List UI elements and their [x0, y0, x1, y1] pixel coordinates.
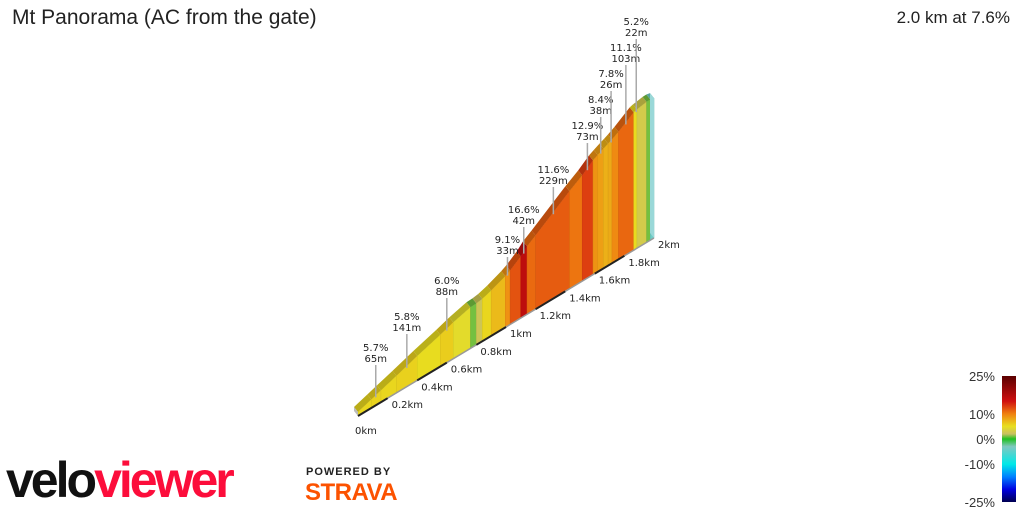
segment-top-face — [478, 285, 492, 299]
segment-annotations: 5.7%65m 5.8%141m 6.0%88m 9.1%33m 16.6%42m 11.… — [363, 17, 649, 398]
segment-face — [476, 298, 483, 346]
segment-face — [603, 143, 609, 269]
annotation-length: 22m — [625, 28, 647, 39]
segment-top-face — [413, 329, 441, 356]
segment-top-face — [589, 149, 598, 161]
x-tick-label: 1km — [510, 329, 532, 340]
x-tick-label: 0.4km — [421, 382, 452, 393]
legend-label: 25% — [969, 369, 995, 384]
legend-label: -25% — [965, 495, 996, 510]
segment-face — [633, 108, 638, 251]
segment-top-face — [487, 271, 506, 291]
legend-color-bar — [1002, 376, 1016, 502]
segment-face — [592, 154, 599, 276]
legend-label: 0% — [976, 432, 995, 447]
annotation-gradient: 6.0% — [434, 276, 459, 287]
annotation-length: 141m — [392, 323, 421, 334]
annotation-length: 38m — [589, 106, 611, 117]
segment-face — [597, 148, 604, 273]
segment-top-face — [367, 385, 381, 400]
axis-band — [357, 397, 389, 417]
annotation-length: 33m — [496, 246, 518, 257]
annotation-length: 65m — [365, 354, 387, 365]
annotation-gradient: 7.8% — [598, 69, 623, 80]
annotation-gradient: 11.6% — [537, 165, 569, 176]
legend-label: -10% — [965, 457, 996, 472]
segment-top-face — [599, 138, 609, 149]
annotation-length: 103m — [611, 54, 640, 65]
segment-top-face — [449, 302, 471, 323]
segment-top-face — [392, 350, 418, 376]
segment-face — [607, 138, 613, 267]
annotation-gradient: 9.1% — [495, 235, 520, 246]
segment-face — [618, 111, 634, 260]
annotation-gradient: 12.9% — [572, 121, 604, 132]
segment-face — [581, 159, 594, 282]
axis-band — [475, 326, 507, 346]
x-tick-label: 1.4km — [569, 293, 600, 304]
segment-top-face — [531, 186, 570, 236]
x-tick-label: 1.8km — [628, 258, 659, 269]
x-tick-label: 0km — [355, 426, 377, 437]
segment-face — [646, 98, 651, 243]
x-tick-label: 0.6km — [451, 365, 482, 376]
x-tick-label: 0.8km — [480, 347, 511, 358]
veloviewer-logo: veloviewer — [6, 452, 235, 508]
segment-top-face — [436, 317, 454, 335]
annotation-length: 229m — [539, 176, 568, 187]
segment-face — [636, 101, 647, 249]
annotation-gradient: 16.6% — [508, 205, 540, 216]
x-tick-label: 1.6km — [599, 276, 630, 287]
segment-top-face — [578, 155, 594, 176]
segment-face — [520, 245, 528, 319]
segment-top-face — [614, 107, 634, 132]
climb-title: Mt Panorama (AC from the gate) — [12, 6, 317, 29]
segment-top-face — [466, 298, 477, 308]
powered-by-text: POWERED BY — [306, 466, 392, 478]
segment-top-face — [472, 293, 483, 304]
x-tick-label: 0.2km — [392, 400, 423, 411]
segment-face — [526, 234, 536, 315]
axis-band — [416, 361, 448, 382]
segment-top-face — [565, 170, 583, 192]
segment-face — [611, 131, 619, 264]
climb-summary: 2.0 km at 7.6% — [896, 8, 1010, 27]
axis-band — [535, 290, 566, 311]
annotation-gradient: 5.8% — [394, 312, 419, 323]
annotation-gradient: 11.1% — [610, 43, 642, 54]
annotation-gradient: 5.2% — [624, 17, 649, 28]
annotation-length: 88m — [436, 287, 458, 298]
segment-face — [505, 269, 511, 328]
segment-face — [470, 302, 477, 349]
strava-logo: STRAVA — [305, 479, 398, 506]
annotation-length: 73m — [576, 132, 598, 143]
profile-end-face — [650, 93, 654, 239]
gradient-legend: 25% 10% 0% -10% -25% — [965, 369, 1016, 510]
annotation-gradient: 5.7% — [363, 343, 388, 354]
segment-top-face — [376, 370, 397, 391]
annotation-length: 42m — [513, 216, 535, 227]
segment-top-face — [506, 251, 521, 271]
distance-axis: 0km 0.2km 0.4km 0.6km 0.8km 1km 1.2km 1.4km 1.6k… — [355, 237, 680, 437]
segment-face — [482, 290, 492, 342]
segment-face — [569, 174, 583, 290]
profile-segments — [354, 93, 655, 417]
annotation-length: 26m — [600, 80, 622, 91]
x-tick-label: 1.2km — [540, 311, 571, 322]
profile-start-face — [354, 407, 358, 416]
segment-top-face — [354, 394, 372, 412]
legend-label: 10% — [969, 407, 995, 422]
axis-band — [594, 254, 625, 275]
x-tick-label: 2km — [658, 240, 680, 251]
segment-top-face — [642, 94, 651, 102]
logo-viewer: viewer — [94, 452, 235, 508]
segment-top-face — [523, 230, 536, 247]
annotation-gradient: 8.4% — [588, 95, 613, 106]
segment-top-face — [629, 104, 637, 113]
logo-velo: velo — [6, 452, 97, 508]
